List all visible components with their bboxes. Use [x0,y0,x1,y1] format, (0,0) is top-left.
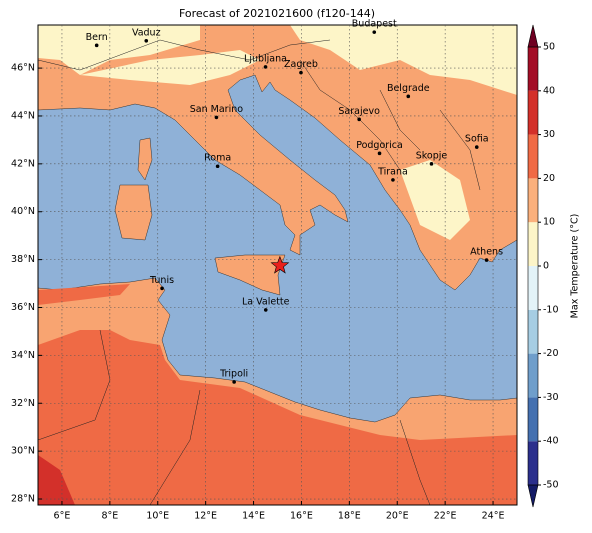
city-label: Tunis [149,275,174,286]
lat-tick-label: 36°N [11,302,35,313]
colorbar-under [527,484,539,508]
colorbar-tick-label: 0 [543,261,549,272]
colorbar-segment [528,222,538,266]
colorbar-segment [528,353,538,398]
city-label: Tirana [377,166,408,177]
city-dot [299,70,303,75]
colorbar-tick-label: 20 [543,173,555,184]
islands [114,137,286,296]
lon-tick-label: 18°E [338,511,361,522]
lon-tick-label: 6°E [54,511,71,522]
land-hot [38,455,75,505]
city-label: Sarajevo [338,106,380,117]
lat-tick-label: 46°N [11,63,35,74]
lon-tick-label: 24°E [482,511,505,522]
city-dot [391,178,395,182]
colorbar: -50 -40 -30 -20 -10 0 10 20 30 40 50 [527,24,559,508]
colorbar-tick-label: -20 [543,348,559,359]
city-dot [94,43,99,48]
city-label: Belgrade [387,83,430,94]
colorbar-segment [528,178,538,223]
borders [38,39,481,505]
city-dot [406,94,411,99]
colorbar-over [527,24,539,48]
lon-tick-label: 10°E [146,511,169,522]
city-label: Vaduz [132,27,161,38]
city-label: Budapest [352,19,397,30]
colorbar-tick-label: 40 [543,85,555,96]
colorbar-segment [528,134,538,179]
city-dot [484,258,489,262]
city-dot [474,145,479,149]
city-dot [214,115,219,120]
city-dot [160,286,164,291]
city-dot [372,30,377,34]
colorbar-tick-label: -40 [543,436,559,447]
city-dot [144,39,149,43]
lat-tick-label: 38°N [11,254,35,265]
city-label: Bern [86,32,108,43]
city-label: Ljubljana [244,53,287,64]
lon-tick-label: 20°E [386,511,409,522]
city-label: Sofia [465,134,489,145]
colorbar-segment [528,441,538,485]
colorbar-tick-label: 50 [543,42,555,53]
city-label: Zagreb [284,59,318,70]
lat-tick-label: 42°N [11,158,35,169]
lon-tick-label: 16°E [290,511,313,522]
city-dot [215,164,220,169]
city-dot [263,65,268,69]
city-label: Athens [470,247,503,258]
city-label: Podgorica [356,140,403,151]
city-label: San Marino [190,104,243,115]
colorbar-segment [528,309,538,354]
city-dot [377,151,382,156]
lat-tick-label: 34°N [11,350,35,361]
colorbar-tick-label: -50 [543,480,559,491]
city-label: Roma [204,153,231,164]
city-dot [263,308,268,312]
lat-tick-label: 30°N [11,446,35,457]
lat-tick-label: 32°N [11,398,35,409]
colorbar-label: Max Temperature (°C) [570,214,581,319]
colorbar-tick-label: -30 [543,392,559,403]
colorbar-tick-label: -10 [543,304,559,315]
lon-tick-label: 22°E [434,511,457,522]
colorbar-tick-label: 30 [543,129,555,140]
colorbar-segment [528,90,538,135]
land-north [38,25,517,291]
colorbar-segment [528,47,538,91]
colorbar-segment [528,266,538,310]
lat-tick-label: 44°N [11,110,35,121]
colorbar-segment [528,397,538,442]
map-frame [37,24,518,506]
land-cool [38,25,517,240]
lon-tick-label: 8°E [101,511,118,522]
title: Forecast of 2021021600 (f120-144) [179,7,375,20]
colorbar-tick-label: 10 [543,217,555,228]
city-dot [357,117,361,122]
lat-tick-label: 28°N [11,494,35,505]
city-dot [429,162,434,166]
city-label: Skopje [416,150,448,161]
city-dot [232,380,236,384]
lon-tick-label: 14°E [242,511,265,522]
lon-tick-label: 12°E [194,511,217,522]
city-label: Tripoli [219,368,248,379]
lat-tick-label: 40°N [11,206,35,217]
marker-star [270,255,290,274]
city-label: La Valette [242,296,290,307]
